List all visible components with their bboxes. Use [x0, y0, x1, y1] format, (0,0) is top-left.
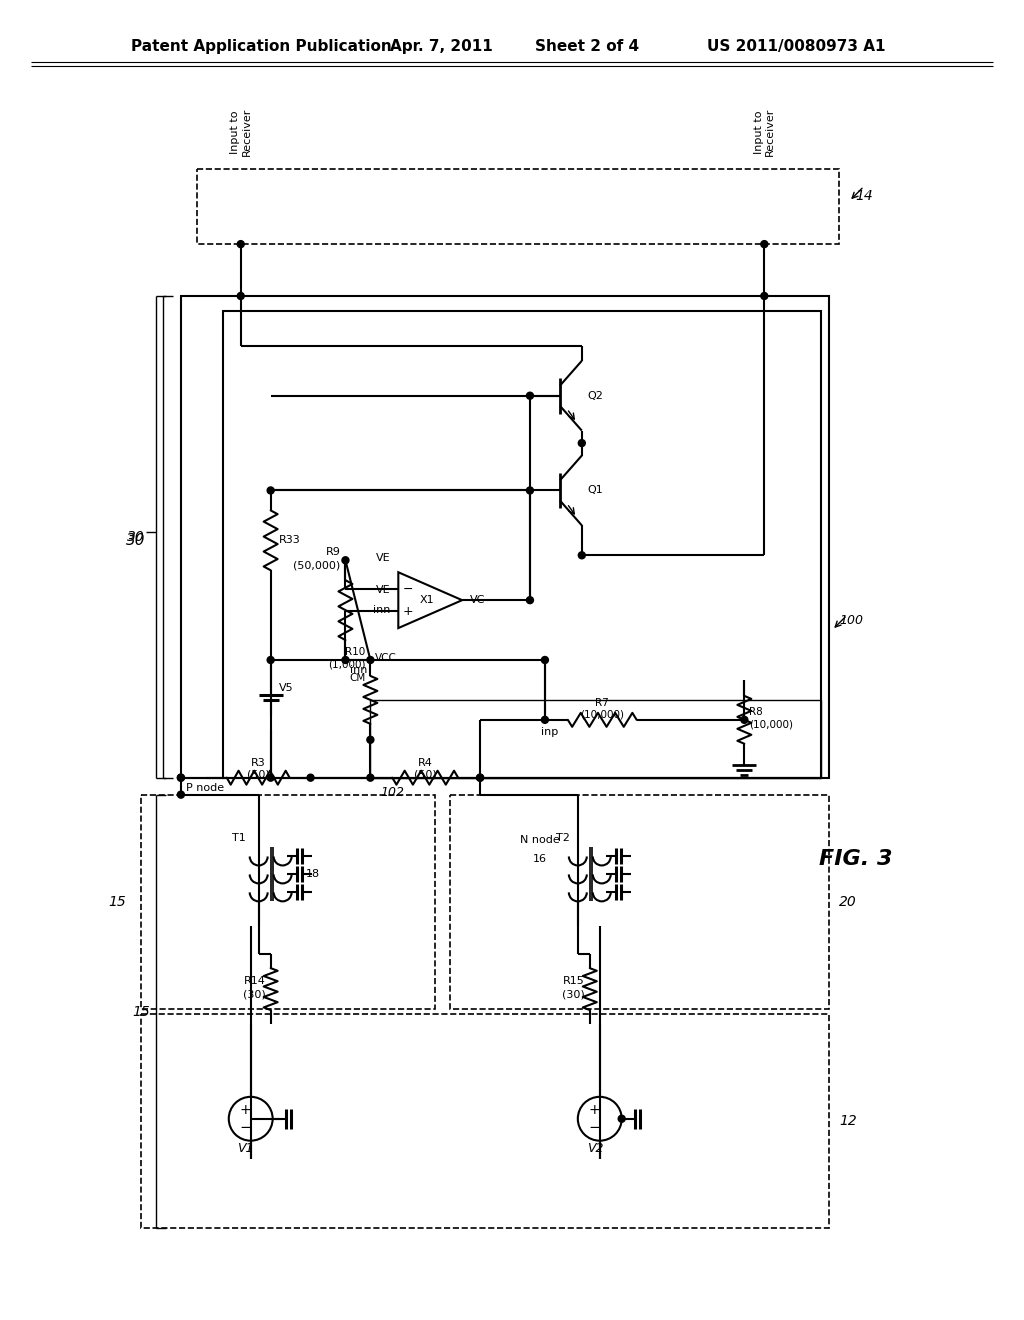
Polygon shape — [398, 573, 462, 628]
Text: R4: R4 — [418, 758, 433, 768]
Text: 100: 100 — [839, 614, 863, 627]
Text: Q1: Q1 — [588, 486, 603, 495]
Text: +: + — [240, 1102, 252, 1117]
Text: R14: R14 — [244, 975, 265, 986]
Text: T2: T2 — [556, 833, 569, 842]
Text: 20: 20 — [839, 895, 857, 909]
Text: R7: R7 — [595, 698, 609, 708]
Circle shape — [526, 597, 534, 603]
Text: R15: R15 — [563, 975, 585, 986]
Circle shape — [367, 775, 374, 781]
Text: 30: 30 — [127, 529, 145, 544]
Text: inn: inn — [373, 605, 390, 615]
Circle shape — [177, 775, 184, 781]
Text: P node: P node — [186, 783, 224, 793]
Text: R10: R10 — [345, 647, 366, 657]
Circle shape — [542, 656, 549, 664]
Circle shape — [741, 717, 748, 723]
Text: −: − — [240, 1121, 252, 1135]
Text: 12: 12 — [839, 1114, 857, 1129]
Circle shape — [526, 392, 534, 399]
Text: VE: VE — [376, 585, 390, 595]
Circle shape — [177, 775, 184, 781]
Text: US 2011/0080973 A1: US 2011/0080973 A1 — [708, 40, 886, 54]
Text: inn: inn — [350, 665, 368, 675]
Circle shape — [367, 656, 374, 664]
Text: VC: VC — [470, 595, 485, 605]
Circle shape — [342, 656, 349, 664]
Text: +: + — [589, 1102, 601, 1117]
Text: R33: R33 — [279, 536, 300, 545]
Text: Apr. 7, 2011: Apr. 7, 2011 — [390, 40, 494, 54]
Text: VCC: VCC — [376, 653, 397, 663]
Text: Patent Application Publication: Patent Application Publication — [131, 40, 392, 54]
Text: 30: 30 — [126, 533, 145, 548]
Text: (10,000): (10,000) — [750, 719, 794, 730]
Circle shape — [238, 293, 245, 300]
Text: T1: T1 — [232, 833, 246, 842]
Text: FIG. 3: FIG. 3 — [819, 850, 893, 870]
Text: −: − — [589, 1121, 601, 1135]
Text: 16: 16 — [532, 854, 547, 865]
Circle shape — [618, 1115, 626, 1122]
Text: V2: V2 — [587, 1142, 603, 1155]
Circle shape — [579, 440, 586, 446]
Text: (50): (50) — [414, 770, 436, 780]
Circle shape — [761, 240, 768, 248]
Text: VE: VE — [376, 553, 390, 564]
Text: 102: 102 — [380, 787, 404, 799]
Circle shape — [367, 737, 374, 743]
Text: CM: CM — [349, 673, 366, 682]
Text: X1: X1 — [420, 595, 434, 605]
Circle shape — [542, 717, 549, 723]
Bar — [181, 296, 829, 777]
Text: N node: N node — [520, 834, 560, 845]
Bar — [223, 312, 821, 777]
Text: +: + — [403, 605, 414, 618]
Circle shape — [307, 775, 314, 781]
Circle shape — [526, 487, 534, 494]
Text: (10,000): (10,000) — [581, 710, 625, 719]
Text: (30): (30) — [243, 989, 265, 999]
Circle shape — [761, 293, 768, 300]
Circle shape — [476, 775, 483, 781]
Circle shape — [267, 487, 274, 494]
Circle shape — [342, 557, 349, 564]
Circle shape — [476, 775, 483, 781]
Text: Input to
Receiver: Input to Receiver — [754, 108, 775, 156]
Text: Sheet 2 of 4: Sheet 2 of 4 — [535, 40, 639, 54]
Text: 14: 14 — [855, 189, 872, 203]
Text: 18: 18 — [305, 870, 319, 879]
Text: R3: R3 — [251, 758, 265, 768]
Text: Input to
Receiver: Input to Receiver — [230, 108, 252, 156]
Circle shape — [267, 775, 274, 781]
Circle shape — [238, 240, 245, 248]
Text: Q2: Q2 — [588, 391, 604, 401]
Bar — [141, 795, 435, 1008]
Text: (50,000): (50,000) — [293, 560, 340, 570]
Text: (50): (50) — [247, 770, 269, 780]
Text: 15: 15 — [132, 1005, 150, 1019]
Text: −: − — [403, 582, 414, 595]
Text: (1,000): (1,000) — [328, 660, 366, 671]
Text: V5: V5 — [279, 682, 293, 693]
Text: V1: V1 — [238, 1142, 254, 1155]
Bar — [141, 1014, 829, 1229]
Bar — [371, 700, 821, 777]
Bar — [451, 795, 829, 1008]
Text: inp: inp — [542, 727, 558, 737]
Text: 15: 15 — [109, 895, 126, 909]
Text: R8: R8 — [750, 706, 763, 717]
Bar — [197, 169, 839, 244]
Circle shape — [579, 552, 586, 558]
Text: R9: R9 — [326, 548, 340, 557]
Text: (30): (30) — [562, 989, 585, 999]
Circle shape — [267, 656, 274, 664]
Circle shape — [177, 791, 184, 799]
